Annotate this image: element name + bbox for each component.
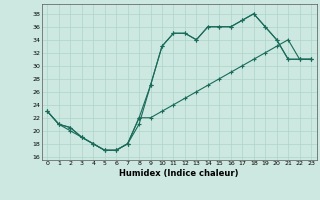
X-axis label: Humidex (Indice chaleur): Humidex (Indice chaleur) <box>119 169 239 178</box>
